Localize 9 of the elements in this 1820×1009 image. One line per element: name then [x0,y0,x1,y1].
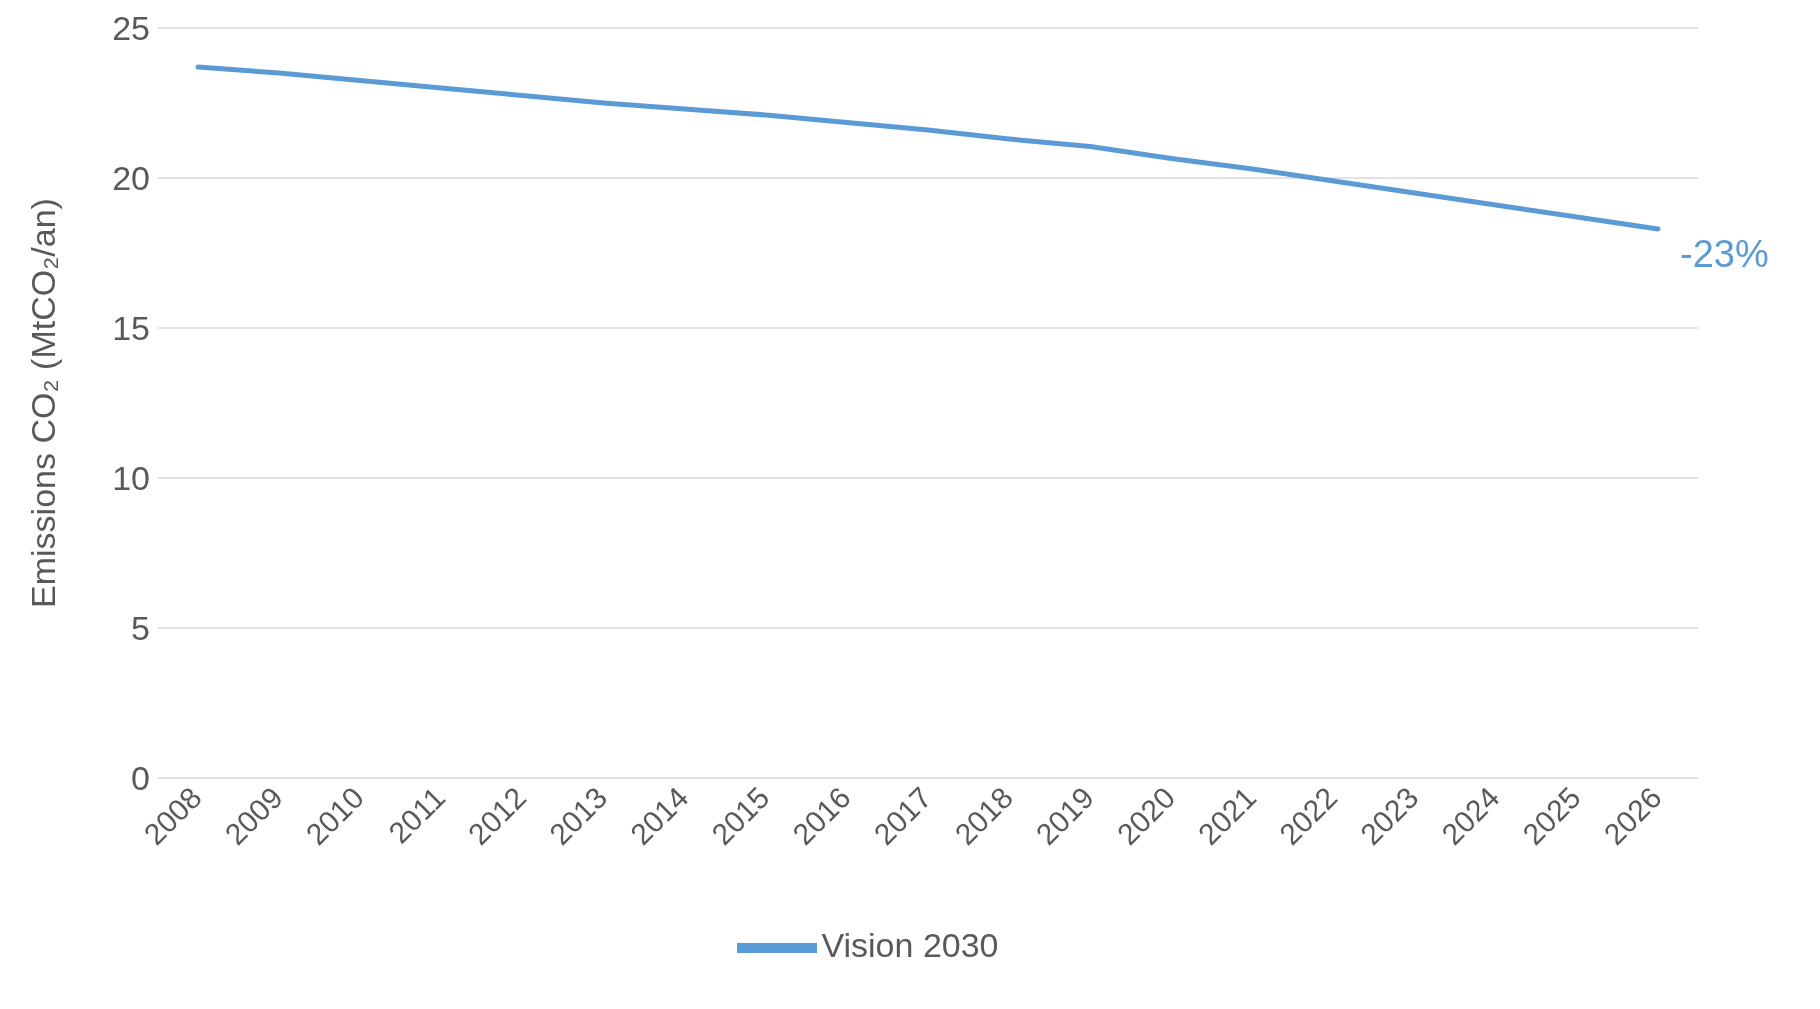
y-tick-label: 25 [112,9,150,48]
y-axis-title: Emissions CO₂ (MtCO₂/an) [24,198,63,608]
y-tick-label: 10 [112,459,150,498]
annotation: -23% [1680,233,1769,275]
y-tick-label: 15 [112,309,150,348]
legend-label: Vision 2030 [821,925,999,964]
y-tick-label: 20 [112,159,150,198]
y-tick-label: 0 [131,759,150,798]
y-tick-label: 5 [131,609,150,648]
